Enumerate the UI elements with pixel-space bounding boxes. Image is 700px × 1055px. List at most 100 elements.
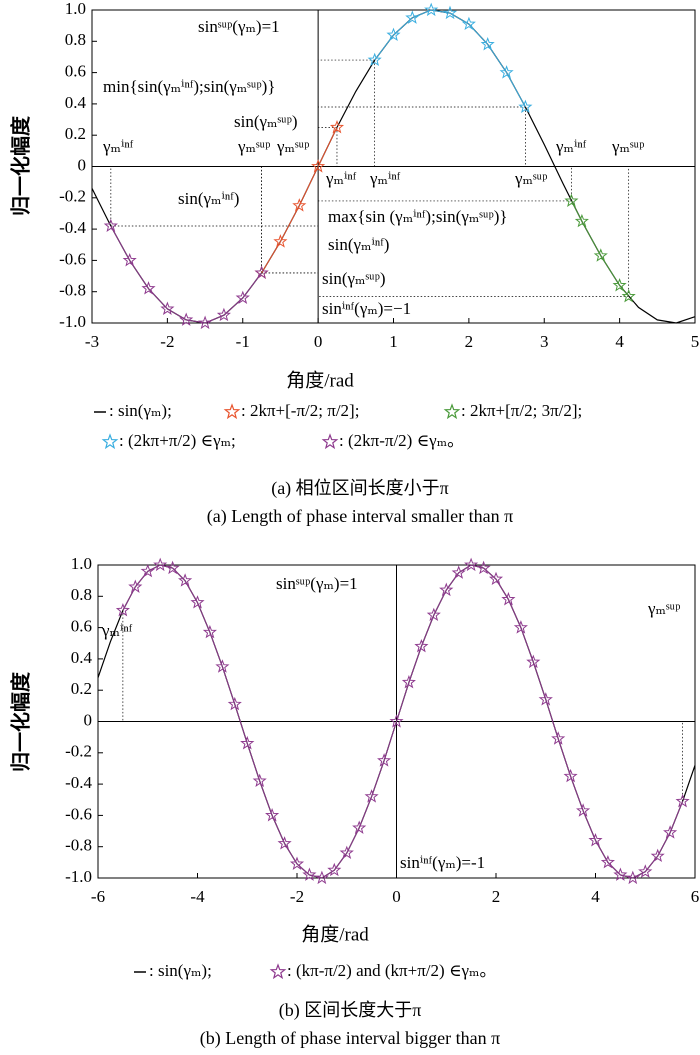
star-marker xyxy=(600,854,615,869)
series-line xyxy=(122,564,684,879)
star-marker xyxy=(563,768,578,783)
legend-marker xyxy=(443,403,461,420)
annotation: γₘⁱⁿᶠ xyxy=(555,137,587,156)
annotation: sinˢᵘᵖ(γₘ)=1 xyxy=(276,574,358,593)
star-marker xyxy=(273,234,288,248)
y-tick-label: 0 xyxy=(84,710,93,729)
star-marker xyxy=(650,848,665,863)
chart: -1.0 -0.8 -0.6 -0.4 -0.2 0 0.2 0.4 0.6 0.8 1.0 -6 -4… xyxy=(9,554,700,1049)
x-tick-label: 4 xyxy=(615,332,624,351)
star-marker xyxy=(439,582,454,597)
y-tick-label: -1.0 xyxy=(65,867,92,886)
star-marker xyxy=(675,793,690,808)
y-tick-label: 0.4 xyxy=(65,93,87,112)
star-marker xyxy=(216,307,231,322)
star-marker xyxy=(414,639,429,653)
star-marker xyxy=(464,557,479,572)
star-marker xyxy=(377,753,392,767)
star-marker xyxy=(538,692,553,706)
annotation: γₘⁱⁿᶠ xyxy=(369,169,401,188)
x-tick-label: 4 xyxy=(591,887,600,906)
x-tick-label: -2 xyxy=(160,332,174,351)
star-marker xyxy=(103,218,118,232)
x-tick-label: -2 xyxy=(290,887,304,906)
annotation: γₘˢᵘᵖ xyxy=(647,599,680,618)
y-tick-label: 0.6 xyxy=(71,617,92,636)
star-marker xyxy=(367,52,382,67)
star-marker xyxy=(190,595,205,609)
x-tick-label: 6 xyxy=(691,887,700,906)
star-marker xyxy=(621,288,636,303)
y-tick-label: -0.4 xyxy=(59,218,86,237)
y-tick-label: -0.8 xyxy=(59,281,86,300)
annotation: sin(γₘⁱⁿᶠ) xyxy=(178,189,239,208)
y-tick-label: -0.4 xyxy=(65,773,92,792)
star-marker xyxy=(461,16,476,31)
annotation: γₘˢᵘᵖ xyxy=(611,137,644,156)
star-marker xyxy=(574,213,589,228)
star-marker xyxy=(179,312,194,326)
y-tick-label: -0.2 xyxy=(59,187,86,206)
star-marker xyxy=(386,27,401,42)
annotation: γₘˢᵘᵖ xyxy=(514,169,547,188)
star-marker xyxy=(122,252,137,267)
star-marker xyxy=(254,265,269,279)
y-tick-label: -0.6 xyxy=(59,249,86,268)
legend-marker xyxy=(101,433,119,450)
star-marker xyxy=(612,277,627,292)
star-marker xyxy=(389,714,404,728)
series-line xyxy=(110,225,263,324)
series-line xyxy=(374,9,526,108)
y-tick-label: -0.8 xyxy=(65,836,92,855)
star-marker xyxy=(227,696,242,711)
legend-marker xyxy=(223,403,241,420)
star-marker xyxy=(165,560,180,575)
star-marker xyxy=(289,856,305,870)
star-marker xyxy=(115,603,130,617)
star-marker xyxy=(339,845,354,859)
legend-label: : (2kπ+π/2) ∈γₘ; xyxy=(119,431,236,450)
y-axis-label: 归一化幅度 xyxy=(9,115,33,216)
y-tick-label: 1.0 xyxy=(71,554,92,573)
star-marker xyxy=(526,654,541,669)
star-marker xyxy=(613,867,628,881)
y-tick-label: -1.0 xyxy=(59,312,86,331)
x-tick-label: 0 xyxy=(392,887,401,906)
annotation: γₘˢᵘᵖ xyxy=(237,137,270,156)
star-marker xyxy=(314,870,329,885)
star-marker xyxy=(252,773,267,787)
star-marker xyxy=(564,193,579,207)
x-tick-label: 5 xyxy=(691,332,700,351)
series-line xyxy=(261,127,338,274)
star-marker xyxy=(576,803,591,817)
legend-label: : (kπ-π/2) and (kπ+π/2) ∈γₘ。 xyxy=(287,961,496,980)
star-marker xyxy=(513,620,528,634)
y-axis-label: 归一化幅度 xyxy=(9,671,33,772)
star-marker xyxy=(476,560,491,575)
star-marker xyxy=(198,315,213,330)
x-tick-label: -3 xyxy=(85,332,99,351)
star-marker xyxy=(401,674,416,689)
star-marker xyxy=(424,2,439,17)
star-marker xyxy=(442,5,458,20)
y-tick-label: 0.6 xyxy=(65,62,86,81)
chart-title: (a) 相位区间长度小于π xyxy=(271,478,449,499)
star-marker xyxy=(160,301,175,315)
star-marker xyxy=(235,290,250,304)
y-tick-label: 1.0 xyxy=(65,0,86,18)
star-marker xyxy=(327,862,342,877)
x-axis-label: 角度/rad xyxy=(301,923,369,945)
annotation: sinⁱⁿᶠ(γₘ)=−1 xyxy=(322,299,411,318)
legend-label: : 2kπ+[π/2; 3π/2]; xyxy=(461,401,582,420)
x-tick-label: -4 xyxy=(190,887,205,906)
legend-marker xyxy=(321,433,339,450)
star-marker xyxy=(518,99,533,114)
x-tick-label: -1 xyxy=(236,332,250,351)
star-marker xyxy=(451,565,466,579)
legend-label: : sin(γₘ); xyxy=(109,401,172,420)
annotation: max{sin (γₘⁱⁿᶠ);sin(γₘˢᵘᵖ)} xyxy=(328,207,508,226)
x-tick-label: 2 xyxy=(492,887,501,906)
star-marker xyxy=(551,731,566,745)
star-marker xyxy=(663,825,678,839)
star-marker xyxy=(265,807,280,822)
